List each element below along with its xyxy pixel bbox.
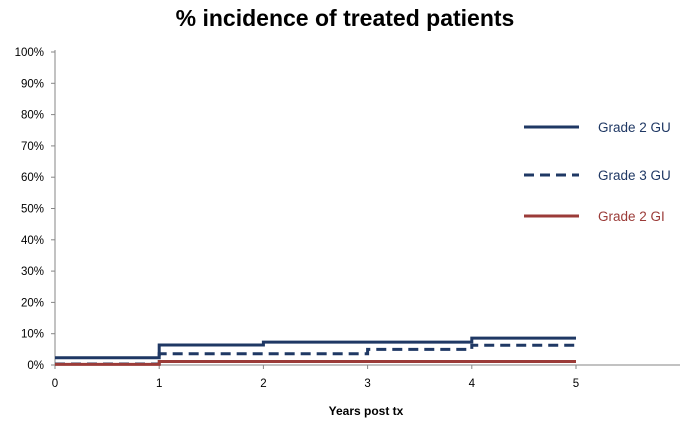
legend-label: Grade 2 GU xyxy=(598,120,671,135)
y-tick-label: 60% xyxy=(21,172,44,184)
y-tick-label: 40% xyxy=(21,235,44,247)
y-tick-label: 20% xyxy=(21,297,44,309)
y-tick-label: 80% xyxy=(21,110,44,122)
x-tick-label: 3 xyxy=(364,378,370,390)
series-line-grade-2-gu xyxy=(55,336,576,360)
y-tick-label: 30% xyxy=(21,266,44,278)
y-tick-label: 0% xyxy=(27,360,44,372)
x-tick-label: 5 xyxy=(573,378,579,390)
y-tick-label: 50% xyxy=(21,204,44,216)
x-tick-label: 0 xyxy=(52,378,58,390)
axes: 0% 10% 20% 30% 40% 50% 60% 70% 80% 90% 100% 0 1 2 3 4 5 xyxy=(15,47,680,390)
x-tick-label: 2 xyxy=(260,378,266,390)
x-tick-label: 4 xyxy=(469,378,476,390)
y-tick-label: 70% xyxy=(21,141,44,153)
x-axis-label: Years post tx xyxy=(329,404,404,418)
series-line-grade-3-gu xyxy=(55,343,576,366)
legend-label: Grade 2 GI xyxy=(598,209,665,224)
y-tick-label: 10% xyxy=(21,329,44,341)
series-layer xyxy=(55,336,576,366)
legend-label: Grade 3 GU xyxy=(598,168,671,183)
legend: Grade 2 GU Grade 3 GU Grade 2 GI xyxy=(524,120,671,224)
y-tick-label: 90% xyxy=(21,78,44,90)
series-line-grade-2-gi xyxy=(55,360,576,366)
x-tick-label: 1 xyxy=(156,378,162,390)
y-tick-label: 100% xyxy=(15,47,44,59)
chart-title: % incidence of treated patients xyxy=(176,5,515,31)
